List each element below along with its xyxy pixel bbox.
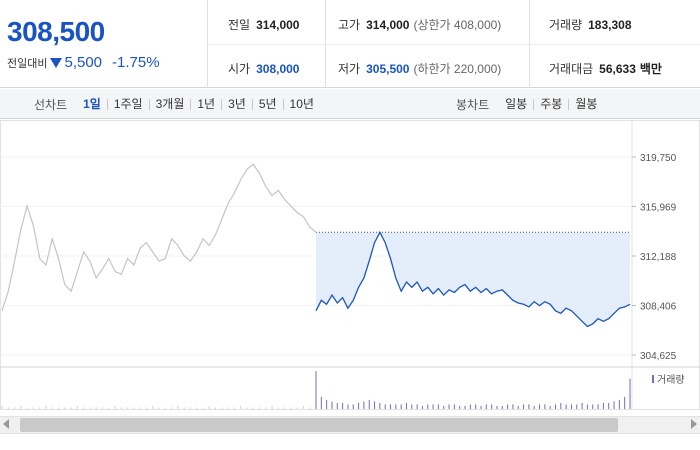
change-row: 전일대비 5,500 -1.75% <box>7 54 160 71</box>
candle-weekly[interactable]: 주봉 <box>533 98 568 110</box>
price-chart[interactable]: 319,750 315,969 312,188 308,406 304,625 거래량 <box>0 120 700 410</box>
period-3m[interactable]: 3개월 <box>148 98 191 110</box>
y-tick-label: 308,406 <box>640 302 677 313</box>
period-1d[interactable]: 1일 <box>83 96 101 111</box>
current-price: 308,500 <box>7 16 105 47</box>
info-high: 고가 314,000 (상한가 408,000) <box>338 16 501 33</box>
info-unit: 백만 <box>639 62 662 76</box>
today-price-line <box>315 230 631 328</box>
candle-chart-periods: 봉차트 일봉 주봉 월봉 <box>456 89 603 119</box>
info-low: 저가 305,500 (하한가 220,000) <box>338 60 501 77</box>
change-percent: -1.75% <box>112 54 160 71</box>
column-divider <box>325 0 326 88</box>
info-volume: 거래량 183,308 <box>549 16 632 33</box>
info-value: 314,000 <box>366 18 410 32</box>
period-3y[interactable]: 3년 <box>221 98 252 110</box>
info-value: 183,308 <box>588 18 632 32</box>
info-value: 305,500 <box>366 62 410 76</box>
down-triangle-icon <box>50 58 63 68</box>
volume-legend-label: 거래량 <box>657 374 685 386</box>
info-label: 거래량 <box>549 18 583 32</box>
change-value: 5,500 <box>64 54 103 71</box>
info-value: 314,000 <box>256 18 300 32</box>
info-label: 저가 <box>338 62 361 76</box>
price-chart-svg: 319,750 315,969 312,188 308,406 304,625 거래량 <box>0 120 700 410</box>
info-prev-close: 전일 314,000 <box>228 16 299 33</box>
below-prev-close-area <box>316 232 630 327</box>
info-label: 전일 <box>228 18 251 32</box>
info-value: 56,633 <box>599 62 636 76</box>
scroll-left-icon[interactable] <box>3 419 9 429</box>
row-divider <box>208 44 700 45</box>
info-open: 시가 308,000 <box>228 60 299 77</box>
period-5y[interactable]: 5년 <box>251 98 283 110</box>
info-amount: 거래대금 56,633 백만 <box>549 60 662 77</box>
info-label: 거래대금 <box>549 62 594 76</box>
y-tick-label: 312,188 <box>640 252 677 263</box>
info-label: 고가 <box>338 18 361 32</box>
y-tick-label: 319,750 <box>640 153 677 164</box>
period-10y[interactable]: 10년 <box>282 98 320 110</box>
line-chart-label: 선차트 <box>34 97 68 112</box>
period-1w[interactable]: 1주일 <box>106 98 149 110</box>
chart-scrollbar[interactable] <box>0 412 700 438</box>
info-sub: (하한가 220,000) <box>413 62 502 76</box>
period-toolbar: 선차트 1일 1주일 3개월 1년 3년 5년 10년 봉차트 일봉 주봉 월봉 <box>0 89 700 119</box>
period-1y[interactable]: 1년 <box>190 98 221 110</box>
scroll-right-icon[interactable] <box>691 419 697 429</box>
candle-chart-label: 봉차트 <box>456 97 490 112</box>
column-divider <box>529 0 530 88</box>
previous-day-line <box>1 163 317 311</box>
candle-daily[interactable]: 일봉 <box>505 96 528 111</box>
quote-summary: 308,500 전일대비 5,500 -1.75% 전일 314,000 시가 … <box>0 0 700 88</box>
y-tick-label: 304,625 <box>640 351 677 362</box>
price-box: 308,500 전일대비 5,500 -1.75% <box>0 0 208 88</box>
info-label: 시가 <box>228 62 251 76</box>
y-tick-label: 315,969 <box>640 203 677 214</box>
line-chart-periods: 선차트 1일 1주일 3개월 1년 3년 5년 10년 <box>34 89 320 119</box>
volume-legend-swatch <box>652 375 654 383</box>
info-value: 308,000 <box>256 62 300 76</box>
scrollbar-thumb[interactable] <box>20 418 618 432</box>
candle-monthly[interactable]: 월봉 <box>568 98 603 110</box>
info-sub: (상한가 408,000) <box>413 18 502 32</box>
change-label: 전일대비 <box>7 58 48 70</box>
